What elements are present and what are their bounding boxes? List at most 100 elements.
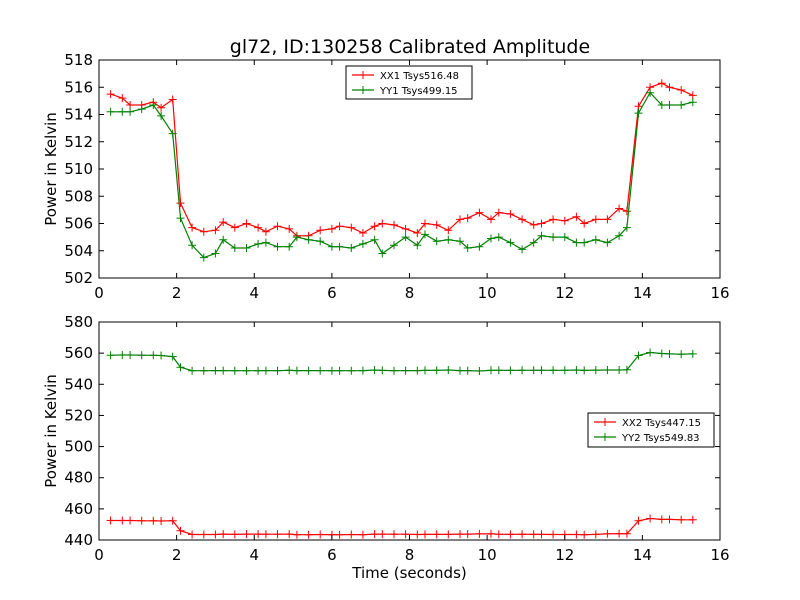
top-series-2-point [335,242,344,251]
top-series-2-point [646,88,655,97]
top-series-2-point [603,238,612,247]
bottom-y-tick-label: 540 [64,375,93,393]
bottom-series-2-point [456,366,464,375]
bottom-series-2-point [242,366,251,375]
bottom-series-1-point [358,530,367,539]
bottom-series-2-point [358,366,367,375]
bottom-series-1-point [176,526,185,535]
top-series-1-point [370,222,379,231]
bottom-series-1-point [188,530,197,539]
top-series-1-point [316,226,325,235]
top-series-2-point [413,241,422,250]
bottom-series-2-point [580,366,589,375]
bottom-legend-marker-2 [601,433,609,441]
bottom-plot: 0 2 4 6 8 10 12 14 16 440 460 480 500 520 540 560 580 Pow… [42,313,730,582]
bottom-x-tick-label: 8 [405,546,415,564]
top-series-1-point [390,220,398,229]
bottom-series-1-point [615,529,624,538]
top-series-1-point [591,215,600,224]
top-series-1-point [634,102,643,111]
bottom-series-2-point [316,366,325,375]
bottom-series-2-point [254,366,263,375]
top-series-2-point [188,241,197,250]
top-series-2-point [456,237,464,246]
top-series-2-point [580,238,589,247]
bottom-series-2-point [106,351,115,360]
top-series-1-point [413,229,422,237]
bottom-series-2-point [622,365,631,374]
bottom-series-2-point [118,351,127,359]
bottom-series-2-point [634,351,643,360]
bottom-series-1-point [591,530,600,539]
top-series-1-point [106,90,115,99]
top-series-1-point [285,224,294,233]
bottom-series-2-point [518,366,527,375]
top-series-2-point [199,253,208,262]
top-series-2-point [137,105,146,114]
top-series-1-point [261,227,270,236]
top-legend-label-1: XX1 Tsys516.48 [380,71,459,82]
bottom-legend-label-2: YY2 Tsys549.83 [621,433,700,444]
bottom-x-tick-label: 12 [555,546,574,564]
top-y-tick-label: 518 [64,51,93,69]
bottom-series-2-point [591,366,600,375]
top-x-tick-label: 12 [555,284,574,302]
top-series-1-point [327,224,336,233]
top-series-1-point [572,212,581,221]
top-series-1-point [219,218,228,227]
bottom-legend-label-1: XX2 Tsys447.15 [622,418,701,429]
bottom-series-1-point [242,530,251,539]
top-series-2-point [219,235,228,244]
bottom-series-1-point [506,530,515,539]
top-series-1-point [529,220,538,229]
top-plot: 0 2 4 6 8 10 12 14 16 502 504 506 508 510 512 514 516 518… [42,51,730,302]
bottom-series-2-point [603,366,612,374]
bottom-series-2-point [463,366,472,375]
bottom-series-1-point [646,514,655,523]
top-series-1-point [401,224,410,233]
top-series-2-point [106,107,115,116]
bottom-series-1-point [378,530,387,539]
top-series-2-point [591,235,600,244]
bottom-x-tick-label: 6 [327,546,337,564]
bottom-series-1-point [118,516,127,525]
bottom-legend-marker-1 [601,418,609,426]
top-y-axis-label: Power in Kelvin [42,112,60,226]
bottom-series-1-point [254,530,263,539]
bottom-series-2-point [292,366,301,375]
bottom-series-1-point [572,530,581,539]
top-series-1-point [188,223,197,232]
bottom-series-1-point [285,530,294,539]
top-y-tick-label: 512 [64,133,93,151]
top-series-2-point [285,242,294,251]
top-series-2-point [560,233,569,242]
bottom-series-1-point [401,530,410,539]
top-series-2-point [549,233,558,242]
top-series-2-point [677,101,686,109]
bottom-series-2-point [219,366,228,375]
top-series-1-point [537,219,546,228]
top-legend-marker-2 [359,86,367,94]
top-y-tick-label: 516 [64,78,93,96]
top-series-1-point [335,222,344,231]
bottom-series-2-point [304,366,313,375]
bottom-x-tick-label: 16 [710,546,729,564]
top-series-2-point [211,249,220,258]
top-series-2-point [327,242,336,251]
bottom-series-2-point [347,366,356,375]
top-series-2-point [390,241,398,250]
bottom-series-1-point [230,530,239,539]
bottom-series-1-point [475,529,484,538]
top-series-2-point [494,233,503,242]
top-series-2-point [261,238,270,247]
top-series-1-point [518,215,527,224]
bottom-series-2-point [157,351,166,360]
bottom-series-2-point [560,366,569,375]
top-series-2-point [688,98,697,107]
top-series-1-point [549,215,558,224]
bottom-series-2-point [529,366,538,375]
top-series-1-point [168,95,177,104]
top-series-1-point [421,219,429,228]
top-x-tick-label: 4 [249,284,259,302]
